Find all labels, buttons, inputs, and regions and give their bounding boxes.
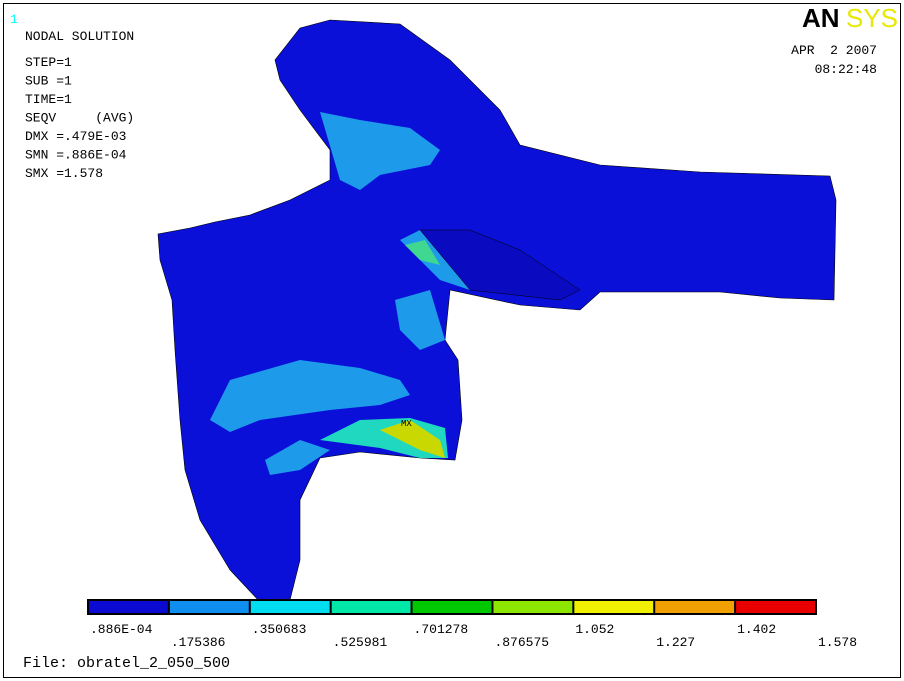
- logo-right: SYS: [846, 3, 898, 33]
- file-label: File: obratel_2_050_500: [23, 655, 230, 672]
- model: [157, 19, 837, 603]
- stress-zone: [405, 240, 440, 265]
- legend-label: .525981: [333, 635, 388, 650]
- legend-swatch: [736, 601, 815, 613]
- legend-swatch: [412, 601, 492, 613]
- vertebra-body: [157, 19, 837, 603]
- info-block: STEP=1 SUB =1 TIME=1 SEQV (AVG) DMX =.479E-0…: [25, 55, 134, 181]
- legend-label: .701278: [414, 622, 469, 637]
- legend-swatch: [169, 601, 249, 613]
- legend-swatch: [493, 601, 573, 613]
- logo-left: AN: [802, 3, 840, 33]
- info-line: STEP=1: [25, 55, 72, 70]
- legend-swatch: [331, 601, 411, 613]
- info-line: SMN =.886E-04: [25, 148, 127, 163]
- legend-label: .350683: [252, 622, 307, 637]
- frame: [3, 3, 901, 678]
- max-marker: MX: [401, 419, 412, 429]
- legend-label: 1.052: [575, 622, 614, 637]
- legend-swatch: [89, 601, 168, 613]
- legend-label: 1.402: [737, 622, 776, 637]
- legend: .886E-04 .175386 .350683 .525981 .701278 .876…: [87, 599, 857, 650]
- legend-label: .175386: [171, 635, 226, 650]
- legend-swatch: [250, 601, 330, 613]
- result-title: NODAL SOLUTION: [25, 29, 134, 44]
- stress-zone: [320, 112, 440, 190]
- stress-zone: [395, 290, 445, 350]
- stress-zone: [265, 440, 330, 475]
- stress-zone: [380, 420, 445, 458]
- info-line: SEQV (AVG): [25, 111, 134, 126]
- process: [419, 229, 581, 301]
- legend-swatch: [655, 601, 735, 613]
- legend-label: .886E-04: [90, 622, 153, 637]
- info-line: DMX =.479E-03: [25, 129, 126, 144]
- legend-label: .876575: [494, 635, 549, 650]
- logo: AN SYS: [802, 3, 898, 33]
- legend-label: 1.227: [656, 635, 695, 650]
- window-number: 1: [10, 12, 18, 27]
- time: 08:22:48: [815, 62, 877, 77]
- info-line: SMX =1.578: [25, 166, 103, 181]
- stress-zone: [210, 360, 410, 432]
- legend-swatch: [574, 601, 654, 613]
- info-line: TIME=1: [25, 92, 72, 107]
- info-line: SUB =1: [25, 74, 72, 89]
- legend-label: 1.578: [818, 635, 857, 650]
- date: APR 2 2007: [791, 43, 877, 58]
